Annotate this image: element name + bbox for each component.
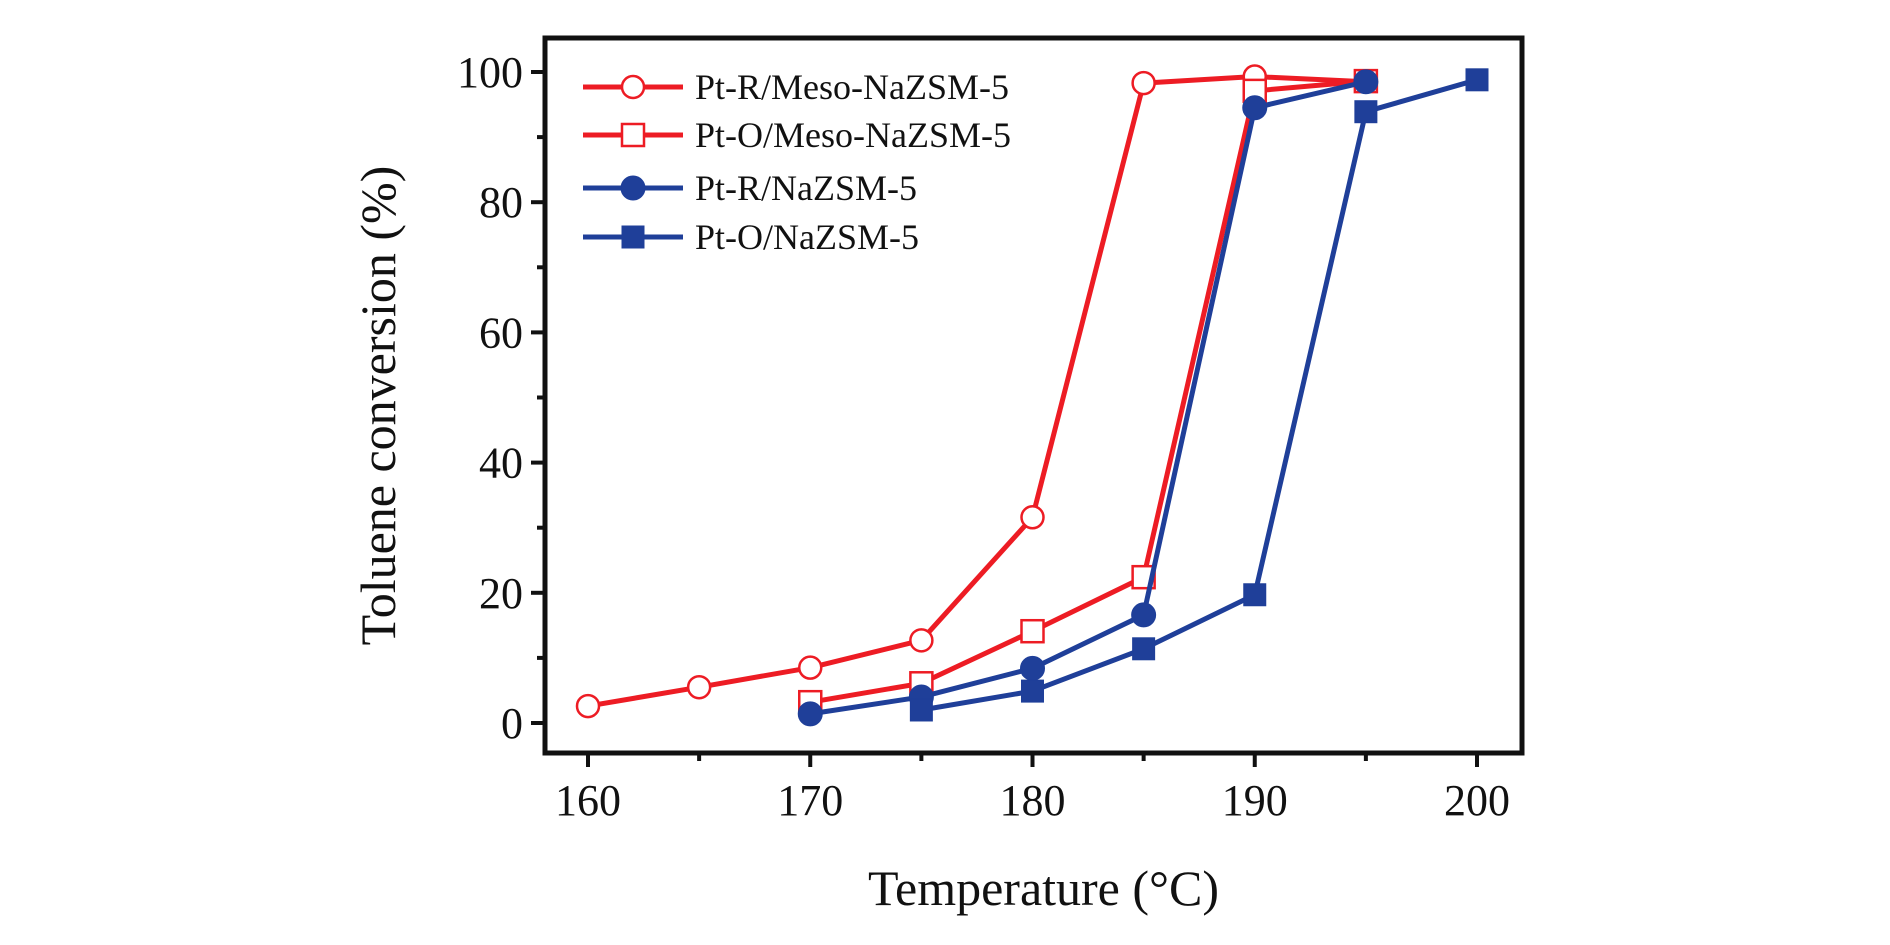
series-layer [575,64,1489,727]
legend-marker [621,225,645,249]
data-point [1020,505,1045,530]
legend-label: Pt-R/Meso-NaZSM-5 [695,67,1009,107]
legend-item: Pt-R/Meso-NaZSM-5 [583,67,1009,107]
x-tick-label: 170 [777,776,843,825]
y-tick-label: 20 [479,569,523,618]
data-point [686,674,712,700]
legend-item: Pt-R/NaZSM-5 [583,168,917,208]
data-point [1020,655,1045,681]
legend: Pt-R/Meso-NaZSM-5 Pt-O/Meso-NaZSM-5 Pt-R/N… [583,67,1011,257]
legend-item: Pt-O/Meso-NaZSM-5 [583,115,1011,155]
data-point [909,628,934,653]
data-point [1132,637,1156,661]
series-line [920,77,1478,713]
x-tick-label: 190 [1222,776,1288,825]
y-tick-label: 80 [479,178,523,227]
data-point [1354,100,1378,124]
series-2 [797,69,1379,727]
data-point [1131,70,1156,96]
legend-label: Pt-O/NaZSM-5 [695,217,919,257]
legend-marker [620,122,646,148]
data-point [1465,68,1489,92]
data-point [1242,95,1268,121]
plot-frame [542,35,1525,756]
legend-marker [620,175,646,201]
data-point [798,655,823,680]
legend-marker [620,74,646,100]
x-axis-title: Temperature (°C) [868,860,1219,916]
data-point [797,701,823,727]
data-point [1021,679,1044,703]
series-3 [909,68,1489,722]
data-point [1353,69,1379,95]
series-line [809,79,1367,717]
x-tick-label: 200 [1444,776,1510,825]
x-tick-label: 180 [1000,776,1066,825]
data-point [575,693,601,719]
data-point [909,698,933,722]
series-1 [798,68,1379,715]
legend-label: Pt-R/NaZSM-5 [695,168,917,208]
y-axis-title: Toluene conversion (%) [350,166,406,646]
data-point [1243,583,1267,607]
data-point [1131,602,1157,628]
series-line [809,78,1367,705]
data-point [1020,618,1045,644]
y-tick-label: 100 [457,48,523,97]
y-tick-label: 0 [501,699,523,748]
legend-item: Pt-O/NaZSM-5 [583,217,919,257]
y-tick-label: 60 [479,308,523,357]
series-0 [575,64,1379,719]
x-tick-label: 160 [555,776,621,825]
legend-label: Pt-O/Meso-NaZSM-5 [695,115,1011,155]
axis-layer: 160 170 180 190 200 0 20 40 60 80 100 [457,48,1510,825]
y-tick-label: 40 [479,439,523,488]
series-line [587,74,1366,709]
